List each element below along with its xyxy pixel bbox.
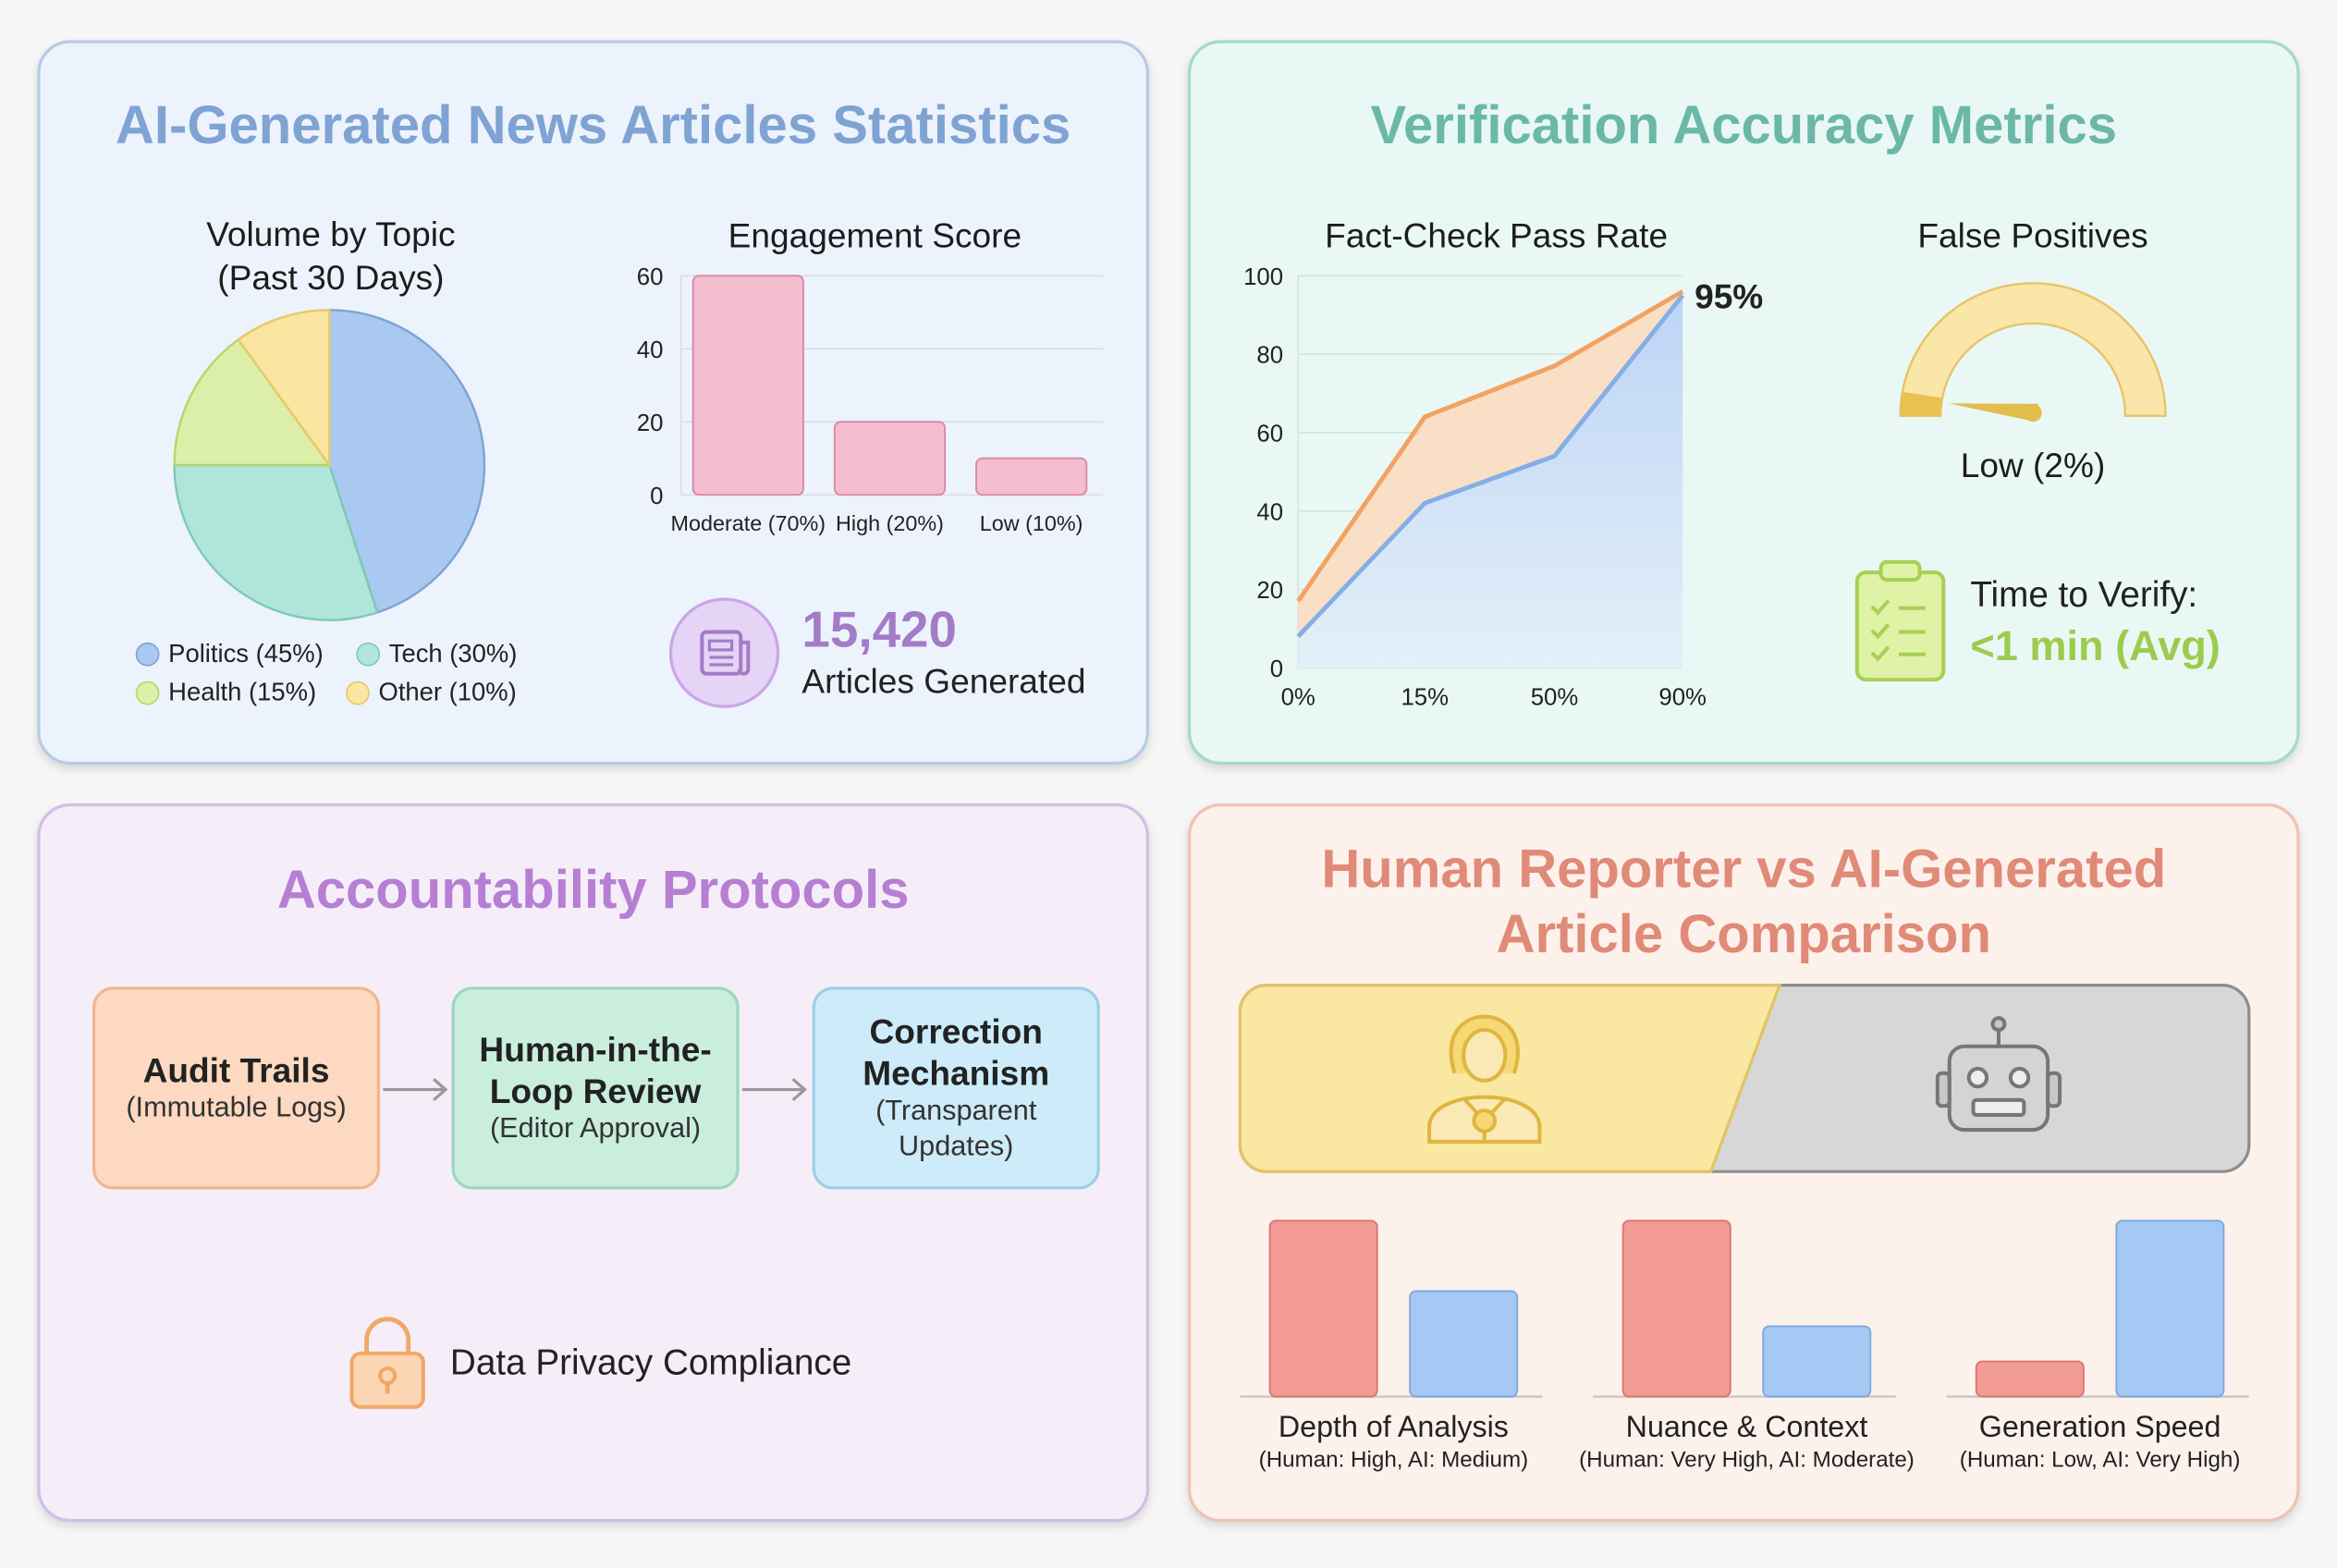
legend-swatch bbox=[346, 680, 370, 705]
category-label: Nuance & Context bbox=[1626, 1410, 1868, 1443]
step-detail: (Transparent Updates) bbox=[875, 1095, 1037, 1163]
articles-count: 15,420 bbox=[801, 602, 958, 659]
bar bbox=[691, 275, 804, 496]
y-tick-label: 0 bbox=[1270, 656, 1283, 682]
engagement-bar-chart: 0 20 40 60 Moderate (70%) High (20%) Low (10%) bbox=[637, 264, 1104, 535]
y-tick-label: 20 bbox=[1256, 578, 1283, 604]
arrow-icon bbox=[383, 1078, 448, 1102]
legend-swatch bbox=[135, 642, 160, 667]
x-tick-label: Moderate (70%) bbox=[671, 511, 826, 535]
step-human-review: Human-in-the-Loop Review (Editor Approva… bbox=[451, 986, 740, 1190]
x-tick-label: High (20%) bbox=[836, 511, 944, 535]
category-label: Depth of Analysis bbox=[1279, 1410, 1509, 1443]
y-tick-label: 80 bbox=[1256, 343, 1283, 369]
gauge-label: Low (2%) bbox=[1960, 446, 2106, 484]
bar bbox=[975, 457, 1088, 496]
y-tick-label: 20 bbox=[637, 410, 664, 436]
y-tick-label: 60 bbox=[637, 264, 664, 290]
comparison-panel: Human Reporter vs AI-Generated Article Co… bbox=[1187, 802, 2300, 1523]
step-title: Audit Trails bbox=[142, 1050, 330, 1090]
x-tick-label: 0% bbox=[1281, 685, 1315, 711]
human-vs-ai-banner bbox=[1238, 984, 2251, 1173]
bar-title: Engagement Score bbox=[728, 215, 1022, 255]
ai-bar bbox=[1762, 1325, 1872, 1398]
category-note: (Human: Low, AI: Very High) bbox=[1960, 1447, 2241, 1472]
orange-area bbox=[1298, 291, 1683, 637]
category-label: Generation Speed bbox=[1979, 1410, 2221, 1443]
legend-label: Politics (45%) bbox=[168, 639, 324, 668]
pie-slice bbox=[328, 309, 486, 614]
legend-item: Health (15%) bbox=[135, 678, 317, 708]
false-positive-gauge bbox=[1899, 282, 2167, 423]
pie-slice bbox=[173, 463, 379, 621]
legend-item: Other (10%) bbox=[346, 679, 517, 708]
human-bar bbox=[1975, 1360, 2085, 1398]
category-note: (Human: High, AI: Medium) bbox=[1259, 1447, 1529, 1472]
category-note: (Human: Very High, AI: Moderate) bbox=[1579, 1447, 1915, 1472]
x-tick-label: Low (10%) bbox=[980, 511, 1083, 535]
step-detail: (Immutable Logs) bbox=[126, 1092, 347, 1124]
step-audit-trails: Audit Trails (Immutable Logs) bbox=[92, 986, 381, 1190]
legend-swatch bbox=[356, 642, 381, 667]
reporter-icon bbox=[1427, 1014, 1542, 1144]
newspaper-icon bbox=[668, 597, 780, 708]
bar bbox=[833, 421, 947, 496]
human-bar bbox=[1621, 1219, 1731, 1398]
comparison-bar-chart: Depth of Analysis (Human: High, AI: Mediu… bbox=[1240, 1219, 2249, 1472]
panel-title: AI-Generated News Articles Statistics bbox=[116, 93, 1071, 155]
stats-panel: AI-Generated News Articles Statistics Vo… bbox=[37, 40, 1150, 766]
y-tick-label: 60 bbox=[1256, 422, 1283, 447]
accountability-panel: Accountability Protocols Audit Trails (I… bbox=[37, 802, 1150, 1523]
x-tick-label: 90% bbox=[1658, 685, 1707, 711]
y-tick-label: 40 bbox=[637, 337, 664, 363]
panel-title: Accountability Protocols bbox=[276, 858, 910, 920]
time-to-verify-label: Time to Verify: bbox=[1970, 575, 2198, 616]
x-tick-label: 50% bbox=[1531, 685, 1579, 711]
human-bar bbox=[1268, 1219, 1378, 1398]
verification-panel: Verification Accuracy Metrics Fact-Check… bbox=[1187, 40, 2300, 766]
pie-title: Volume by Topic (Past 30 Days) bbox=[144, 214, 517, 300]
legend-label: Other (10%) bbox=[378, 678, 517, 707]
pie-chart bbox=[173, 309, 486, 621]
gauge-needle bbox=[1948, 403, 2039, 421]
y-tick-label: 40 bbox=[1256, 499, 1283, 525]
ai-bar bbox=[2115, 1219, 2225, 1398]
ai-bar bbox=[1409, 1290, 1519, 1398]
step-title: Correction Mechanism bbox=[863, 1011, 1050, 1093]
robot-icon bbox=[1935, 1016, 2062, 1133]
pie-slice bbox=[173, 337, 332, 467]
legend-label: Health (15%) bbox=[168, 678, 317, 707]
y-tick-label: 0 bbox=[650, 484, 663, 509]
pass-rate-area-chart: 0 20 40 60 80 100 0% 15% 50% 90% 95% bbox=[1243, 264, 1763, 711]
legend-item: Tech (30%) bbox=[356, 640, 517, 669]
title-line1: Human Reporter vs AI-Generated bbox=[1321, 838, 2167, 900]
end-value-label: 95% bbox=[1695, 277, 1763, 316]
pie-slice bbox=[237, 309, 331, 469]
pie-title-line1: Volume by Topic bbox=[206, 214, 456, 254]
step-detail: (Editor Approval) bbox=[489, 1113, 702, 1145]
time-to-verify-value: <1 min (Avg) bbox=[1970, 622, 2221, 669]
x-tick-label: 15% bbox=[1401, 685, 1449, 711]
step-title: Human-in-the-Loop Review bbox=[479, 1030, 712, 1111]
clipboard-checklist-icon bbox=[1854, 559, 1946, 682]
legend-label: Tech (30%) bbox=[388, 639, 518, 668]
pie-title-line2: (Past 30 Days) bbox=[217, 257, 445, 297]
blue-line bbox=[1296, 293, 1685, 639]
legend-item: Politics (45%) bbox=[135, 639, 324, 669]
panel-title: Human Reporter vs AI-Generated Article Co… bbox=[1191, 836, 2296, 967]
step-correction: Correction Mechanism (Transparent Update… bbox=[812, 986, 1100, 1190]
line-chart-title: Fact-Check Pass Rate bbox=[1325, 215, 1669, 255]
lock-icon bbox=[349, 1317, 425, 1409]
title-line2: Article Comparison bbox=[1496, 902, 1991, 965]
articles-label: Articles Generated bbox=[801, 661, 1086, 701]
panel-title: Verification Accuracy Metrics bbox=[1370, 93, 2118, 155]
privacy-label: Data Privacy Compliance bbox=[449, 1342, 852, 1384]
gauge-title: False Positives bbox=[1917, 215, 2148, 255]
orange-line bbox=[1296, 289, 1684, 603]
y-tick-label: 100 bbox=[1243, 264, 1283, 290]
arrow-icon bbox=[741, 1078, 808, 1102]
legend-swatch bbox=[135, 680, 160, 705]
